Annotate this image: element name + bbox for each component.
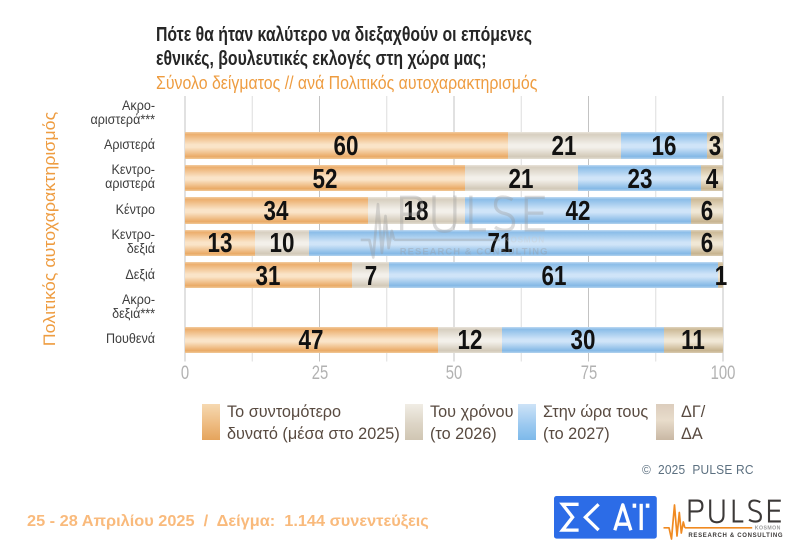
svg-text:RESEARCH & CONSULTING: RESEARCH & CONSULTING bbox=[400, 245, 549, 256]
svg-text:KOSMON: KOSMON bbox=[504, 235, 545, 244]
svg-text:RESEARCH & CONSULTING: RESEARCH & CONSULTING bbox=[688, 533, 783, 539]
svg-text:KOSMON: KOSMON bbox=[755, 525, 781, 531]
